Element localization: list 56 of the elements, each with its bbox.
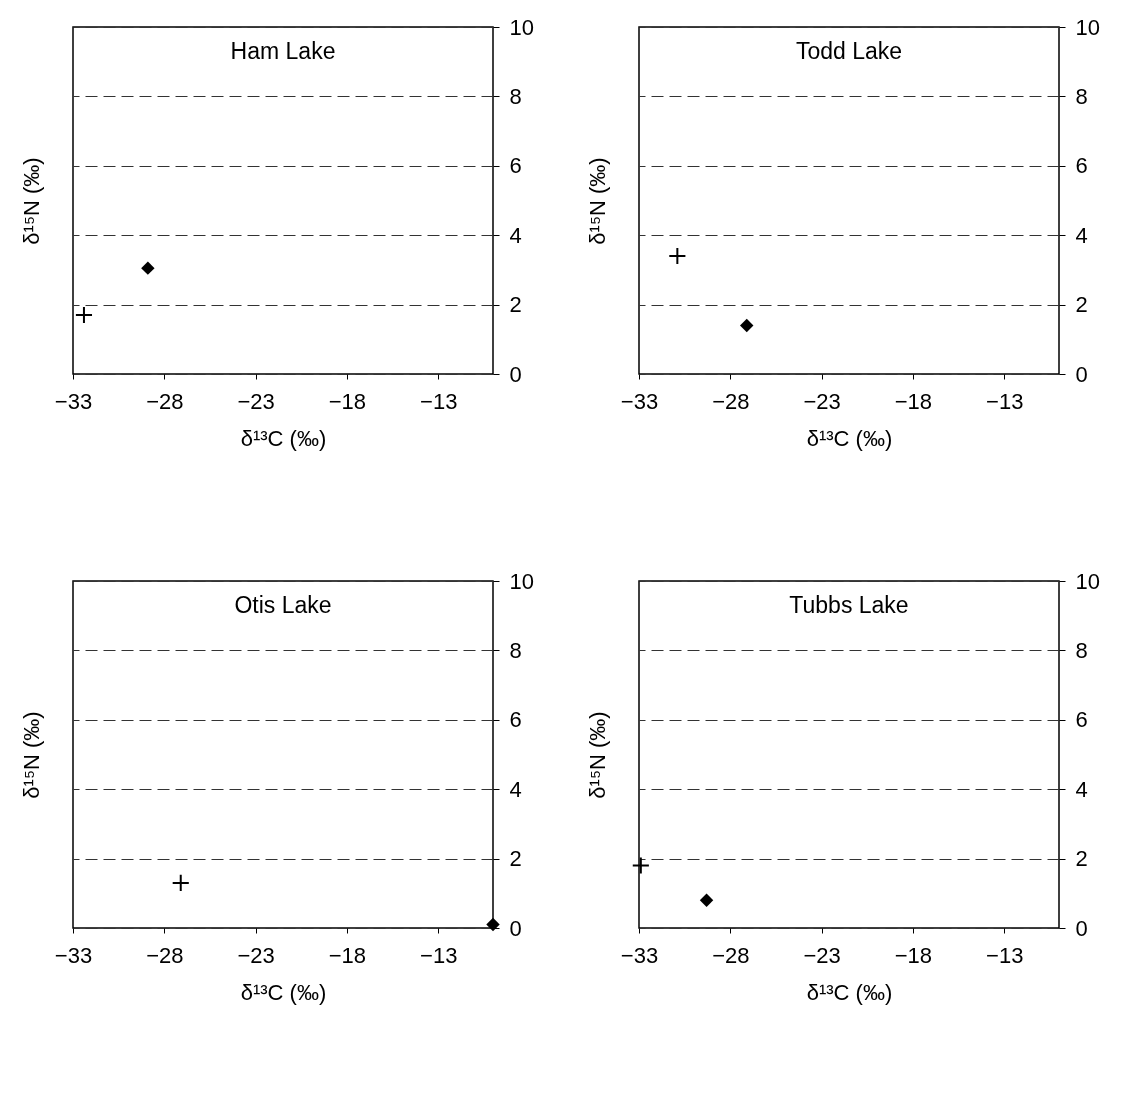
x-axis-title: δ¹³C (‰) — [240, 979, 327, 1005]
y-tick-label: 0 — [1075, 361, 1088, 387]
x-tick-label: −28 — [712, 388, 750, 414]
y-tick-label: 0 — [509, 361, 522, 387]
y-tick-label: 2 — [509, 292, 522, 318]
y-tick-label: 6 — [1075, 153, 1088, 179]
y-tick-label: 6 — [509, 153, 522, 179]
x-axis-title: δ¹³C (‰) — [240, 425, 327, 451]
x-tick-label: −13 — [420, 388, 458, 414]
y-tick-label: 2 — [1075, 292, 1088, 318]
y-tick-label: 8 — [509, 83, 522, 109]
y-tick-label: 6 — [1075, 707, 1088, 733]
x-tick-label: −28 — [712, 942, 750, 968]
y-tick-label: 6 — [509, 707, 522, 733]
y-tick-label: 8 — [1075, 637, 1088, 663]
y-tick-label: 8 — [1075, 83, 1088, 109]
x-tick-label: −18 — [328, 388, 367, 414]
y-axis-title: δ¹⁵N (‰) — [584, 157, 610, 245]
x-tick-label: −18 — [894, 388, 933, 414]
y-tick-label: 10 — [509, 14, 534, 40]
x-axis-title: δ¹³C (‰) — [806, 979, 893, 1005]
y-tick-label: 10 — [509, 568, 534, 594]
text: Ham Lake — [230, 38, 336, 64]
x-tick-label: −23 — [237, 388, 275, 414]
y-tick-label: 4 — [509, 222, 522, 248]
x-tick-label: −33 — [54, 388, 93, 414]
x-tick-label: −28 — [146, 942, 184, 968]
x-axis-title: δ¹³C (‰) — [806, 425, 893, 451]
x-tick-label: −18 — [894, 942, 933, 968]
y-tick-label: 4 — [509, 776, 522, 802]
y-tick-label: 0 — [509, 915, 522, 941]
x-tick-label: −23 — [803, 942, 841, 968]
text: Todd Lake — [795, 38, 903, 64]
x-tick-label: −33 — [620, 388, 659, 414]
x-tick-label: −28 — [146, 388, 184, 414]
text: Otis Lake — [234, 592, 332, 618]
y-tick-label: 4 — [1075, 776, 1088, 802]
x-tick-label: −33 — [54, 942, 93, 968]
x-tick-label: −13 — [986, 388, 1024, 414]
y-tick-label: 0 — [1075, 915, 1088, 941]
y-tick-label: 10 — [1075, 568, 1100, 594]
y-axis-title: δ¹⁵N (‰) — [18, 157, 44, 245]
x-tick-label: −18 — [328, 942, 367, 968]
text: Tubbs Lake — [789, 592, 909, 618]
x-tick-label: −23 — [237, 942, 275, 968]
y-tick-label: 4 — [1075, 222, 1088, 248]
y-tick-label: 8 — [509, 637, 522, 663]
y-axis-title: δ¹⁵N (‰) — [18, 711, 44, 799]
y-axis-title: δ¹⁵N (‰) — [584, 711, 610, 799]
y-tick-label: 2 — [1075, 846, 1088, 872]
y-tick-label: 2 — [509, 846, 522, 872]
x-tick-label: −13 — [420, 942, 458, 968]
x-tick-label: −23 — [803, 388, 841, 414]
y-tick-label: 10 — [1075, 14, 1100, 40]
x-tick-label: −33 — [620, 942, 659, 968]
x-tick-label: −13 — [986, 942, 1024, 968]
